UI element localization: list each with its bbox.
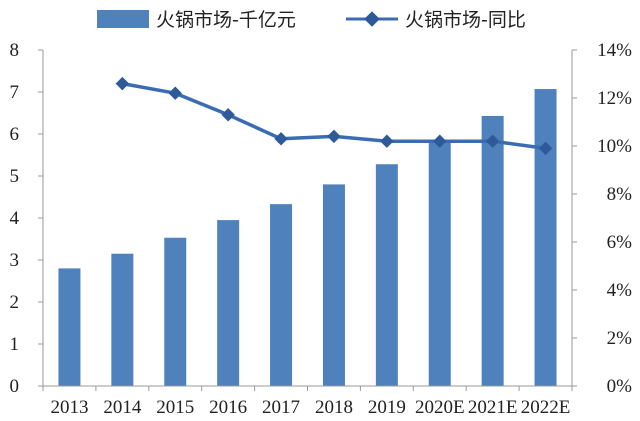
right-tick-label: 8% (607, 184, 633, 205)
x-tick-label: 2017 (262, 397, 300, 418)
right-tick-label: 2% (607, 328, 633, 349)
right-tick-label: 6% (607, 232, 633, 253)
right-tick-label: 12% (597, 88, 632, 109)
growth-point-2016 (221, 108, 235, 122)
x-tick-label: 2016 (209, 397, 247, 418)
x-tick-label: 2014 (103, 397, 142, 418)
bar-2017 (270, 204, 293, 386)
growth-point-2018 (327, 129, 341, 144)
growth-point-2019 (380, 134, 394, 148)
growth-point-2017 (274, 132, 288, 146)
bar-2013 (58, 268, 81, 386)
x-tick-label: 2013 (50, 397, 88, 418)
x-tick-label: 2020E (415, 397, 465, 418)
bar-2021E (481, 115, 504, 386)
left-tick-label: 6 (10, 124, 20, 145)
growth-point-2014 (115, 76, 130, 91)
legend: 火锅市场-千亿元 火锅市场-同比 (97, 9, 526, 31)
bar-2015 (164, 237, 187, 386)
x-tick-label: 2015 (156, 397, 194, 418)
x-tick-label: 2022E (521, 397, 571, 418)
legend-bar-swatch (97, 10, 149, 28)
x-tick-label: 2021E (468, 397, 518, 418)
left-tick-label: 5 (10, 166, 20, 187)
left-tick-label: 2 (10, 292, 20, 313)
bar-2019 (375, 164, 398, 386)
right-tick-label: 4% (607, 280, 633, 301)
right-tick-label: 10% (597, 136, 632, 157)
bar-2016 (217, 220, 240, 386)
bar-2020E (428, 141, 451, 386)
bar-2022E (534, 89, 557, 386)
right-tick-label: 0% (607, 376, 633, 397)
right-tick-label: 14% (597, 40, 632, 61)
left-tick-label: 0 (10, 376, 20, 397)
x-tick-label: 2018 (315, 397, 353, 418)
bar-2018 (322, 184, 345, 386)
left-tick-label: 4 (10, 208, 20, 229)
x-tick-label: 2019 (368, 397, 406, 418)
left-tick-label: 3 (10, 250, 20, 271)
left-tick-label: 1 (10, 334, 20, 355)
left-tick-label: 7 (10, 82, 20, 103)
plot-area: 0 1 2 3 4 5 6 7 8 0% 2% 4% 6% 8% 10% 12% 14% 2013 2014 2015… (10, 40, 633, 418)
legend-line-marker (364, 11, 380, 27)
growth-point-2015 (168, 86, 182, 100)
legend-bar-label: 火锅市场-千亿元 (156, 9, 296, 31)
left-tick-label: 8 (10, 40, 20, 61)
bar-2014 (111, 253, 134, 386)
legend-line-label: 火锅市场-同比 (405, 9, 526, 31)
